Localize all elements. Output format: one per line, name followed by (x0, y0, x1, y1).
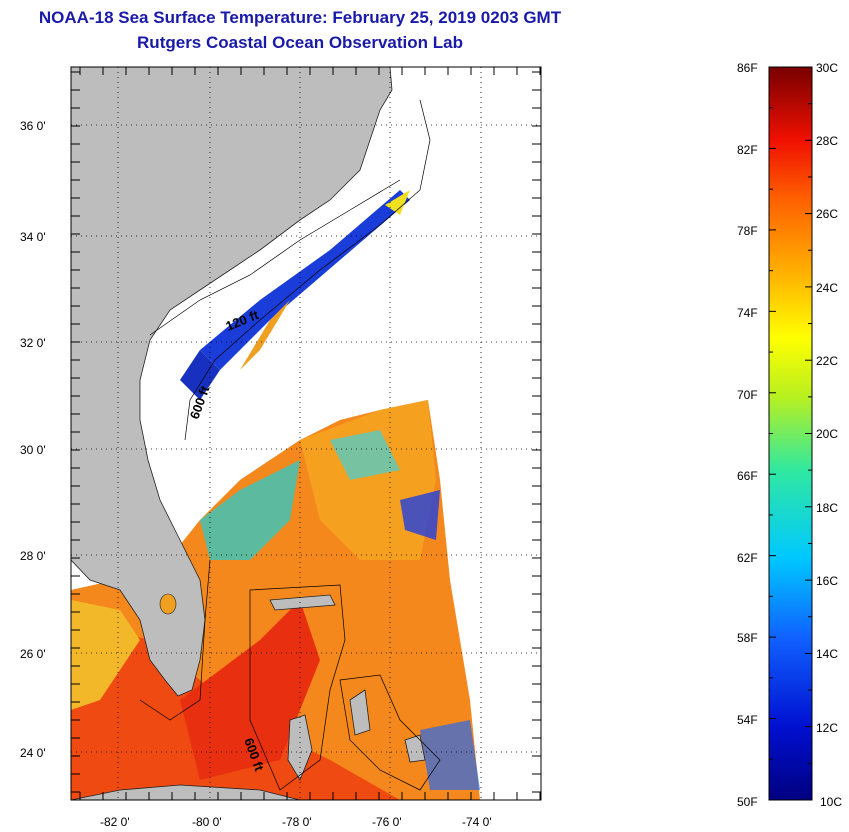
sst-cool-patch (200, 460, 300, 560)
colorbar-ticks (769, 66, 812, 801)
colorbar-f-label: 74F (737, 306, 758, 320)
colorbar-f-label: 58F (737, 631, 758, 645)
sst-gulf-yellow (71, 600, 140, 710)
lat-label: 26 0' (20, 647, 46, 661)
colorbar-f-label: 62F (737, 551, 758, 565)
lat-label: 30 0' (20, 443, 46, 457)
sst-cool-patch (330, 430, 400, 480)
lat-label: 28 0' (20, 549, 46, 563)
land-cuba (71, 784, 301, 800)
lat-label: 32 0' (20, 336, 46, 350)
lat-label: 34 0' (20, 230, 46, 244)
contour-600ft (184, 99, 431, 441)
lon-label: -76 0' (372, 815, 402, 829)
contour-120ft (149, 179, 401, 336)
lat-label: 36 0' (20, 119, 46, 133)
colorbar-c-label: 26C (816, 207, 838, 221)
colorbar-f-label: 82F (737, 143, 758, 157)
land-bahamas-island (269, 594, 336, 611)
land-bahamas-island (349, 689, 371, 736)
sst-shelf-strip (200, 190, 410, 370)
lon-label: -80 0' (192, 815, 222, 829)
colorbar-c-label: 28C (816, 134, 838, 148)
land-us-southeast (71, 67, 393, 697)
lake-okeechobee (159, 593, 177, 615)
sst-shelf-strip (240, 300, 290, 370)
colorbar (768, 66, 813, 801)
colorbar-f-label: 86F (737, 61, 758, 75)
lon-label: -78 0' (282, 815, 312, 829)
lat-label: 24 0' (20, 746, 46, 760)
colorbar-f-label: 50F (737, 795, 758, 809)
colorbar-f-label: 54F (737, 713, 758, 727)
axis-ticks (71, 67, 541, 800)
colorbar-c-label: 30C (816, 61, 838, 75)
map-title: NOAA-18 Sea Surface Temperature: Februar… (38, 8, 562, 27)
graticule (71, 67, 541, 800)
contour-bahama-bank (339, 674, 441, 791)
colorbar-c-label: 14C (816, 647, 838, 661)
sst-cold-patch (420, 720, 480, 790)
map-border (70, 66, 542, 801)
colorbar-c-label: 12C (816, 721, 838, 735)
colorbar-c-label: 22C (816, 354, 838, 368)
map-subtitle: Rutgers Coastal Ocean Observation Lab (137, 33, 463, 52)
land-bahamas-island (404, 734, 426, 763)
contour-600ft-south (139, 559, 211, 721)
colorbar-c-label: 10C (820, 795, 842, 809)
colorbar-c-label: 16C (816, 574, 838, 588)
contour-bahama-bank (249, 584, 346, 791)
colorbar-c-label: 20C (816, 427, 838, 441)
colorbar-f-label: 78F (737, 224, 758, 238)
lon-label: -74 0' (462, 815, 492, 829)
lon-label: -82 0' (100, 815, 130, 829)
colorbar-c-label: 18C (816, 501, 838, 515)
colorbar-c-label: 24C (816, 281, 838, 295)
sst-cold-patch (400, 490, 440, 540)
colorbar-f-label: 66F (737, 469, 758, 483)
colorbar-f-label: 70F (737, 388, 758, 402)
sst-shelf-strip (385, 190, 410, 215)
